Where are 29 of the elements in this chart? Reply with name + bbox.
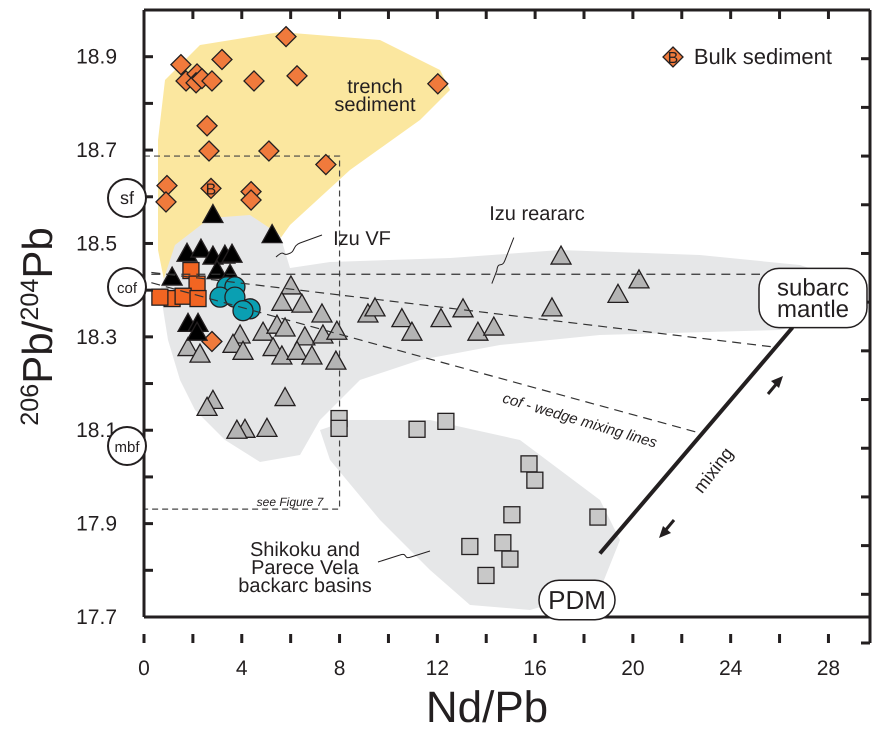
y-tick-label: 18.3 bbox=[76, 326, 117, 349]
annotation: subarc mantle bbox=[776, 274, 850, 324]
text: cof bbox=[116, 280, 138, 297]
x-tick-label: 0 bbox=[138, 657, 150, 680]
y-tick-label: 17.7 bbox=[76, 606, 117, 629]
annotation: Izu VF bbox=[333, 228, 391, 250]
text: B bbox=[667, 50, 678, 67]
data-label: B bbox=[206, 181, 216, 198]
x-tick-label: 20 bbox=[621, 657, 645, 680]
x-tick-label: 4 bbox=[236, 657, 248, 680]
annotation: cof - wedge mixing lines bbox=[500, 390, 660, 452]
annotation: Shikoku and Parece Vela backarc basins bbox=[238, 539, 372, 597]
legend-label: Bulk sediment bbox=[694, 44, 832, 70]
annotation: see Figure 7 bbox=[256, 495, 325, 510]
x-tick-label: 8 bbox=[334, 657, 346, 680]
y-tick-label: 18.9 bbox=[76, 46, 117, 69]
text: mbf bbox=[114, 439, 140, 456]
y-tick-label: 18.7 bbox=[76, 139, 117, 162]
x-tick-label: 28 bbox=[816, 657, 840, 680]
y-tick-label: 17.9 bbox=[76, 512, 117, 536]
y-tick-label: 18.5 bbox=[76, 232, 117, 256]
annotation: trench sediment bbox=[334, 76, 416, 116]
text: sf bbox=[120, 188, 135, 208]
x-axis-title: Nd/Pb bbox=[426, 683, 548, 732]
x-tick-label: 24 bbox=[718, 657, 743, 680]
annotation: PDM bbox=[548, 585, 606, 616]
x-tick-label: 12 bbox=[426, 657, 450, 680]
x-tick-label: 16 bbox=[523, 657, 547, 680]
annotation: Izu reararc bbox=[489, 203, 585, 225]
